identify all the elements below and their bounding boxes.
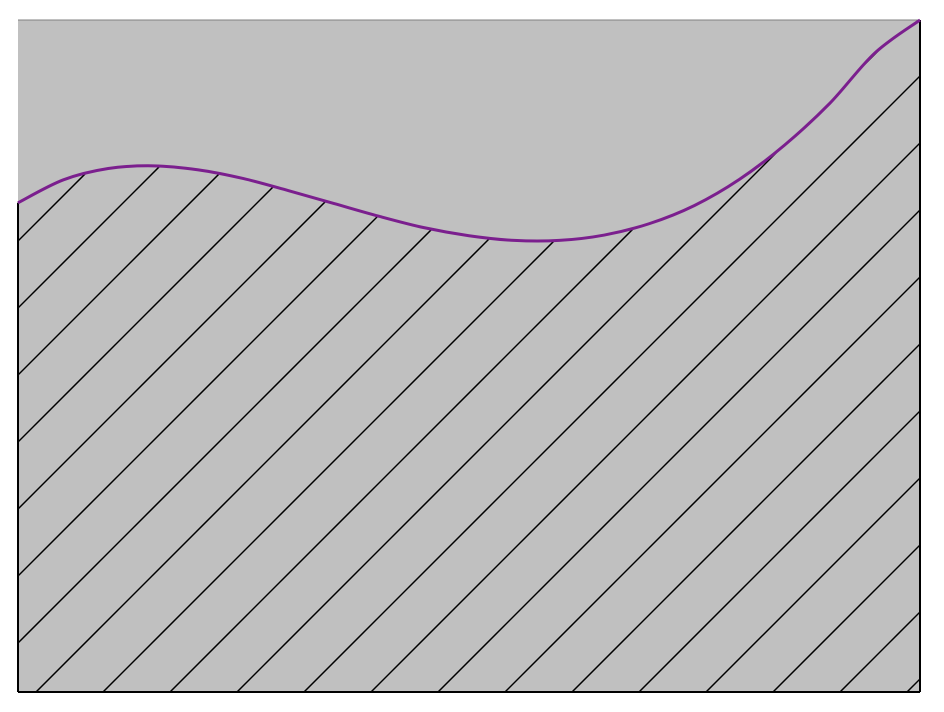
hatch-line	[638, 20, 920, 692]
hatch-line	[437, 20, 920, 692]
series-line	[17, 18, 921, 243]
hatch-line	[303, 20, 920, 692]
plot-background	[18, 20, 920, 692]
hatch-line	[571, 20, 920, 692]
hatch-line	[772, 20, 920, 692]
hatch-line	[370, 20, 920, 692]
hatch-line	[705, 20, 920, 692]
hatch-line	[504, 20, 920, 692]
